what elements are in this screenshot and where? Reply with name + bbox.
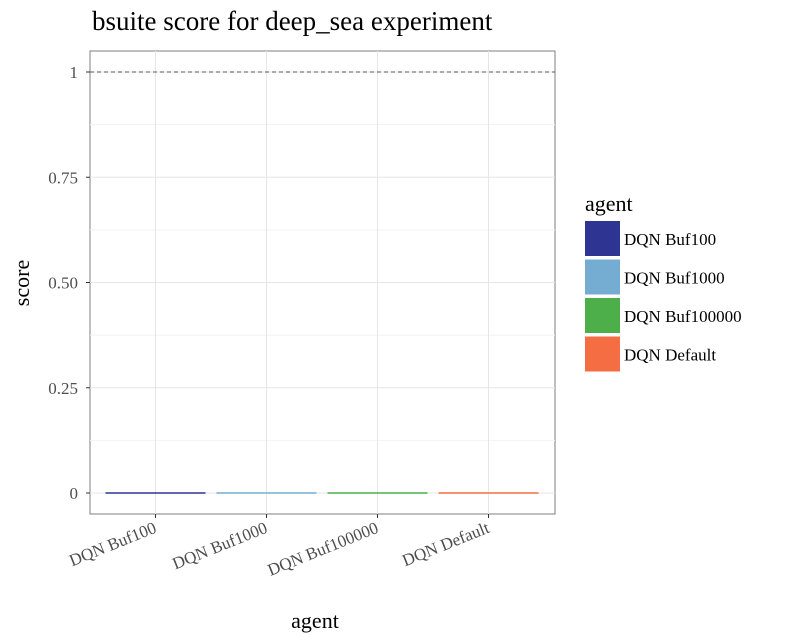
- legend-label: DQN Buf100: [624, 230, 716, 249]
- bars: [105, 492, 539, 494]
- y-axis: 0 0.25 0.50 0.75 1: [48, 63, 90, 503]
- y-tick-label: 0.50: [48, 274, 78, 293]
- y-tick-label: 1: [70, 63, 79, 82]
- legend-swatch: [585, 298, 620, 333]
- legend-swatch: [585, 221, 620, 256]
- plot-panel: [89, 50, 556, 515]
- legend-label: DQN Buf100000: [624, 307, 742, 326]
- bar-3: [327, 492, 428, 494]
- x-tick-label: DQN Default: [400, 518, 493, 570]
- y-tick-label: 0: [70, 484, 79, 503]
- y-tick-label: 0.75: [48, 168, 78, 187]
- x-tick-label: DQN Buf100000: [265, 518, 381, 580]
- chart-title: bsuite score for deep_sea experiment: [92, 6, 493, 36]
- x-tick-label: DQN Buf1000: [170, 518, 270, 573]
- bar-2: [216, 492, 317, 494]
- legend-label: DQN Default: [624, 346, 716, 365]
- y-axis-title: score: [9, 260, 34, 306]
- bar-1: [105, 492, 206, 494]
- legend-swatch: [585, 259, 620, 295]
- bar-4: [438, 492, 539, 494]
- legend: agent DQN Buf100 DQN Buf1000 DQN Buf100000…: [585, 191, 742, 372]
- legend-title: agent: [585, 191, 633, 216]
- x-tick-label: DQN Buf100: [66, 518, 159, 570]
- legend-label: DQN Buf1000: [624, 269, 725, 288]
- y-tick-label: 0.25: [48, 379, 78, 398]
- legend-swatch: [585, 336, 620, 372]
- x-axis-title: agent: [291, 608, 339, 633]
